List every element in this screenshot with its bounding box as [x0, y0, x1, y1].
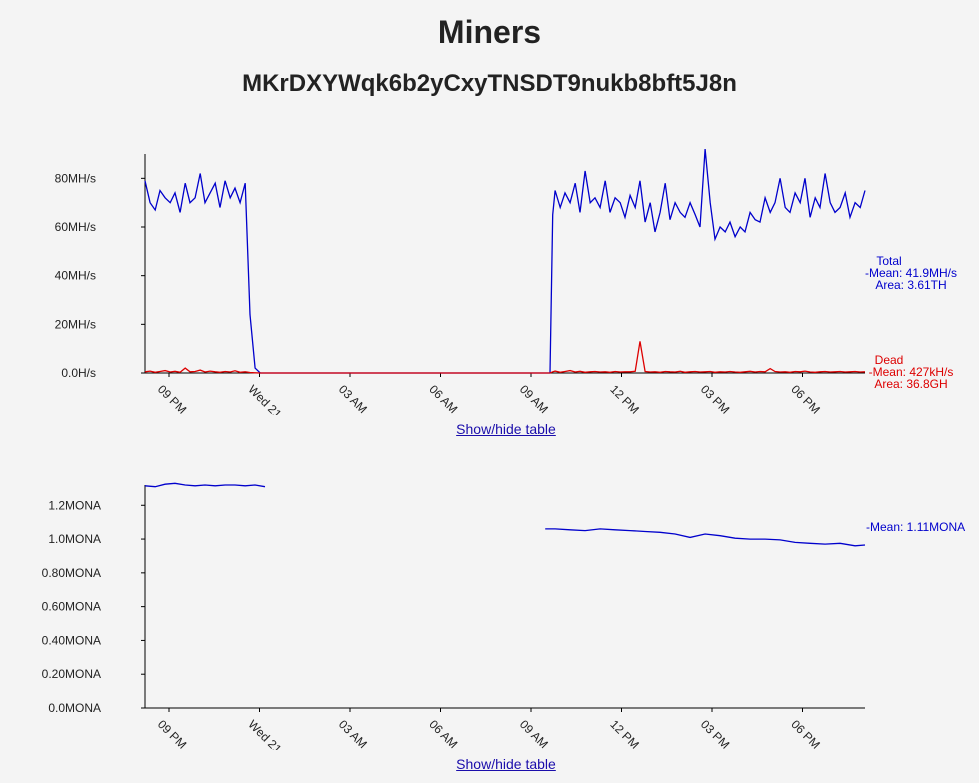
x-tick-label: 09 PM	[155, 382, 189, 415]
show-hide-table-link-payout[interactable]: Show/hide table	[456, 756, 556, 772]
y-tick-label: 60MH/s	[55, 220, 96, 234]
x-tick-label: Wed 21	[245, 382, 284, 415]
x-tick-label: 09 AM	[517, 717, 551, 750]
x-tick-label: 12 PM	[607, 717, 641, 750]
miner-address: MKrDXYWqk6b2yCxyTNSDT9nukb8bft5J8n	[242, 70, 737, 97]
x-tick-label: 09 PM	[155, 717, 189, 750]
series-line-total	[144, 149, 866, 374]
x-tick-label: 09 AM	[517, 382, 551, 415]
legend-title: Total	[876, 254, 901, 268]
y-tick-label: 0.80MONA	[42, 566, 101, 580]
page-title: Miners	[437, 14, 542, 50]
y-tick-label: 0.0H/s	[61, 366, 96, 380]
y-tick-label: 1.2MONA	[48, 498, 101, 512]
y-tick-label: 0.60MONA	[42, 600, 101, 614]
x-tick-label: 06 AM	[426, 717, 460, 750]
y-tick-label: 40MH/s	[55, 269, 96, 283]
y-tick-label: 1.0MONA	[48, 532, 101, 546]
x-tick-label: 03 PM	[698, 717, 732, 750]
x-tick-label: 03 AM	[336, 717, 370, 750]
x-tick-label: 06 PM	[788, 717, 822, 750]
payout-chart: 0.0MONA 0.20MONA 0.40MONA 0.60MONA 0.80MONA 1…	[42, 482, 965, 750]
y-tick-label: 0.20MONA	[42, 667, 101, 681]
x-tick-label: 03 AM	[336, 382, 370, 415]
series-line-dead	[144, 341, 866, 374]
x-tick-label: 03 PM	[698, 382, 732, 415]
legend-title: Dead	[875, 353, 904, 367]
y-tick-label: 0.0MONA	[48, 701, 101, 715]
legend-area: Area: 3.61TH	[875, 278, 946, 292]
legend-mean: -Mean: 41.9MH/s	[865, 266, 957, 280]
legend-mean: -Mean: 427kH/s	[869, 365, 954, 379]
x-tick-label: Wed 21	[245, 717, 284, 750]
x-tick-label: 06 PM	[788, 382, 822, 415]
x-tick-label: 12 PM	[607, 382, 641, 415]
payout-line-segment	[545, 528, 866, 547]
y-tick-label: 80MH/s	[55, 171, 96, 185]
show-hide-table-link-hashrate[interactable]: Show/hide table	[456, 421, 556, 437]
legend-mean: -Mean: 1.11MONA	[866, 520, 965, 534]
y-tick-label: 20MH/s	[55, 317, 96, 331]
payout-line-segment	[144, 482, 266, 488]
y-tick-label: 0.40MONA	[42, 633, 101, 647]
hashrate-chart: 0.0H/s 20MH/s 40MH/s 60MH/s 80MH/s 09 PM Wed 2…	[55, 149, 957, 415]
legend-area: Area: 36.8GH	[874, 377, 947, 391]
x-tick-label: 06 AM	[426, 382, 460, 415]
